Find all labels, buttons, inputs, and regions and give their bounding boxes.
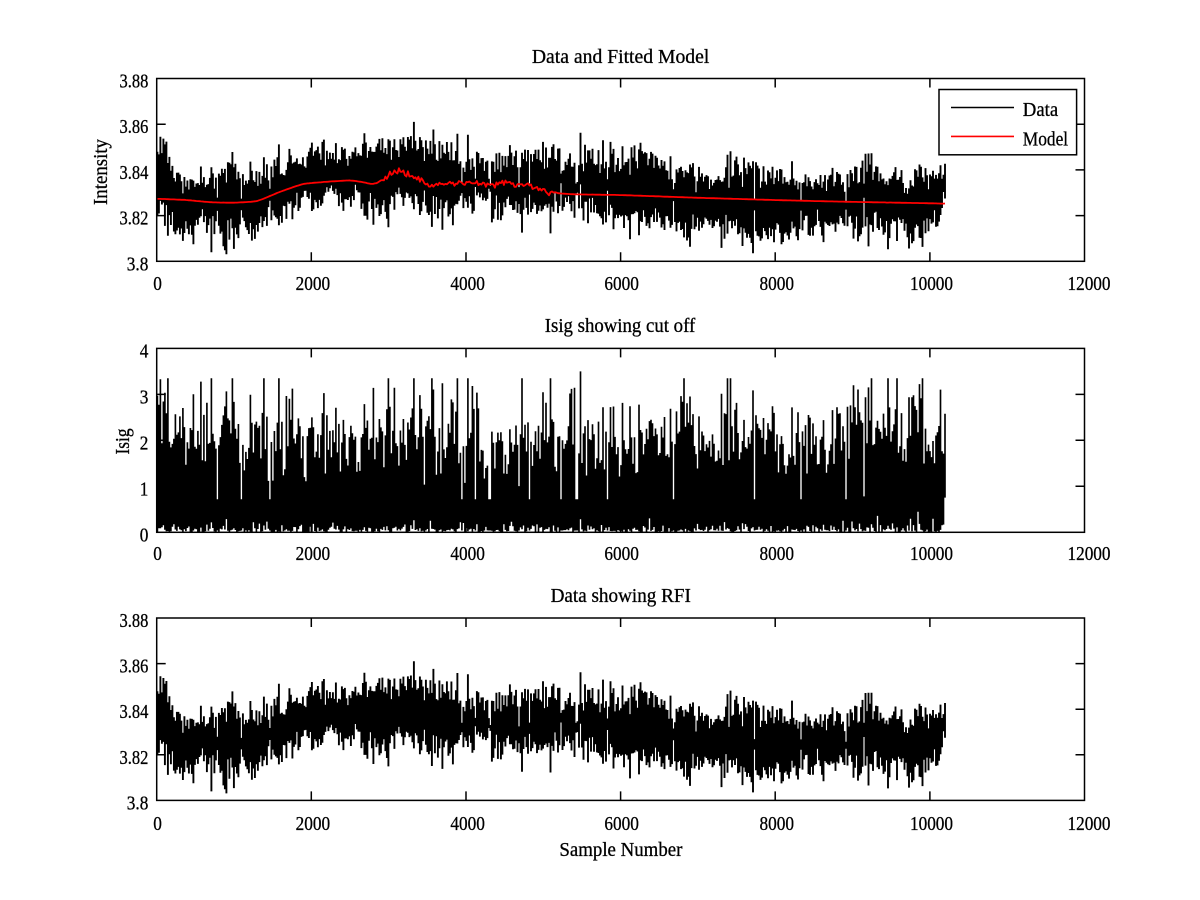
svg-text:Model: Model <box>1023 129 1069 151</box>
svg-text:3.84: 3.84 <box>120 701 149 723</box>
svg-text:10000: 10000 <box>910 543 953 565</box>
svg-text:12000: 12000 <box>1068 273 1111 295</box>
svg-text:Intensity: Intensity <box>90 139 112 205</box>
svg-text:Isig showing cut off: Isig showing cut off <box>545 315 696 337</box>
svg-text:Isig: Isig <box>112 429 134 455</box>
svg-text:3.84: 3.84 <box>120 162 149 184</box>
svg-text:8000: 8000 <box>760 543 795 565</box>
svg-text:3.88: 3.88 <box>120 71 149 93</box>
svg-text:3.82: 3.82 <box>120 208 149 230</box>
svg-text:8000: 8000 <box>760 813 795 835</box>
svg-text:6000: 6000 <box>604 273 639 295</box>
svg-text:6000: 6000 <box>604 543 639 565</box>
svg-text:1: 1 <box>140 478 149 500</box>
svg-text:0: 0 <box>153 273 162 295</box>
svg-text:0: 0 <box>153 813 162 835</box>
svg-text:2000: 2000 <box>296 813 331 835</box>
svg-text:3.8: 3.8 <box>127 253 149 275</box>
svg-text:3.86: 3.86 <box>120 116 149 138</box>
svg-text:4000: 4000 <box>450 813 485 835</box>
svg-text:0: 0 <box>140 524 149 546</box>
svg-text:0: 0 <box>153 543 162 565</box>
svg-text:4000: 4000 <box>450 273 485 295</box>
svg-text:Sample Number: Sample Number <box>559 839 682 861</box>
svg-text:3: 3 <box>140 386 149 408</box>
svg-text:10000: 10000 <box>910 813 953 835</box>
svg-text:3.86: 3.86 <box>120 656 149 678</box>
svg-text:12000: 12000 <box>1068 813 1111 835</box>
svg-text:6000: 6000 <box>604 813 639 835</box>
svg-text:3.88: 3.88 <box>120 610 149 632</box>
svg-text:10000: 10000 <box>910 273 953 295</box>
svg-text:3.82: 3.82 <box>120 747 149 769</box>
svg-text:Data and Fitted Model: Data and Fitted Model <box>532 46 710 68</box>
svg-text:2000: 2000 <box>296 273 331 295</box>
svg-text:4: 4 <box>140 340 149 362</box>
svg-text:3.8: 3.8 <box>127 792 149 814</box>
svg-text:Data: Data <box>1023 99 1059 121</box>
svg-text:2000: 2000 <box>296 543 331 565</box>
svg-text:8000: 8000 <box>760 273 795 295</box>
svg-text:12000: 12000 <box>1068 543 1111 565</box>
svg-text:4000: 4000 <box>450 543 485 565</box>
svg-text:Data showing RFI: Data showing RFI <box>551 585 691 607</box>
svg-text:2: 2 <box>140 432 149 454</box>
